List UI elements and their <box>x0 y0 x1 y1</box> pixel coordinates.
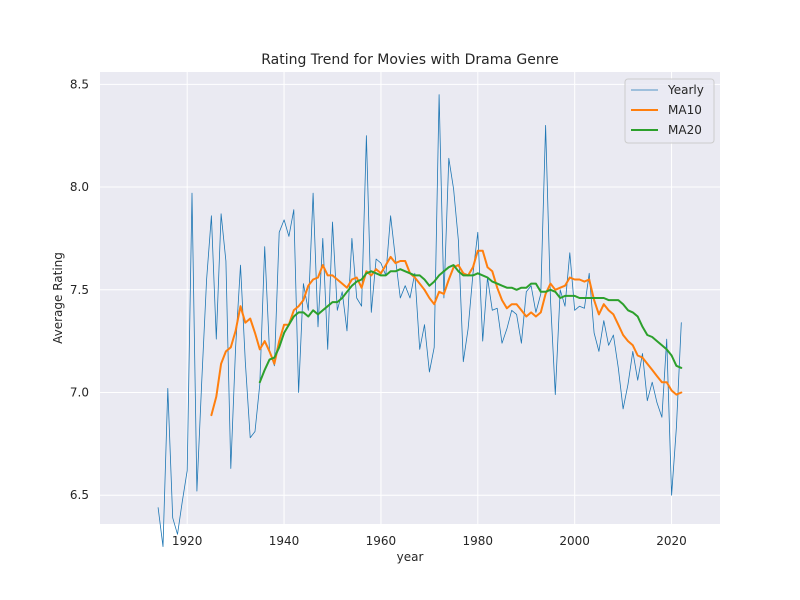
x-tick-label: 1980 <box>463 534 494 548</box>
y-tick-label: 6.5 <box>70 488 89 502</box>
y-tick-label: 8.0 <box>70 180 89 194</box>
legend-label-yearly: Yearly <box>667 83 704 97</box>
y-tick-label: 8.5 <box>70 77 89 91</box>
x-tick-label: 1940 <box>269 534 300 548</box>
legend-label-ma10: MA10 <box>668 103 702 117</box>
x-axis-label: year <box>397 550 424 564</box>
y-axis-ticks: 6.5 7.0 7.5 8.0 8.5 <box>70 77 89 502</box>
x-tick-label: 1920 <box>172 534 203 548</box>
y-axis-label: Average Rating <box>51 252 65 344</box>
series-line-ma20 <box>258 264 683 384</box>
x-tick-label: 2020 <box>656 534 687 548</box>
x-tick-label: 1960 <box>366 534 397 548</box>
x-tick-label: 2000 <box>559 534 590 548</box>
legend-label-ma20: MA20 <box>668 123 702 137</box>
series-lines <box>157 94 683 547</box>
y-tick-label: 7.5 <box>70 283 89 297</box>
legend-box <box>624 78 715 144</box>
series-line-yearly <box>157 94 682 547</box>
grid <box>100 72 720 524</box>
legend: Yearly MA10 MA20 <box>624 78 715 144</box>
y-tick-label: 7.0 <box>70 386 89 400</box>
chart-title: Rating Trend for Movies with Drama Genre <box>261 52 559 68</box>
x-axis-ticks: 1920 1940 1960 1980 2000 2020 <box>172 534 687 548</box>
